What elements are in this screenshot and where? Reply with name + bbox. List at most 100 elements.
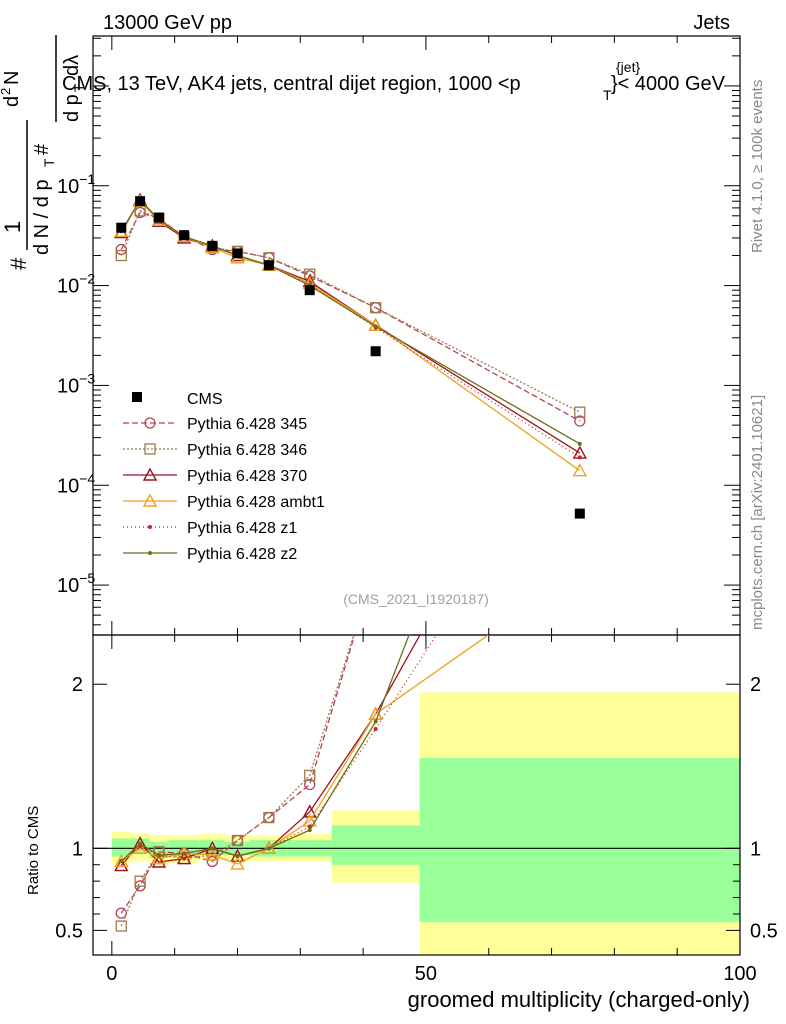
y-tick-label: 10−4: [57, 470, 95, 497]
ratio-point: [371, 560, 381, 570]
rivet-label: Rivet 4.1.0, ≥ 100k events: [749, 80, 766, 253]
ratio-line: [120, 635, 490, 865]
ratio-point: [205, 840, 220, 855]
ratio-point: [578, 190, 582, 194]
ratio-point: [304, 769, 316, 782]
y-tick-label: 10−5: [57, 570, 95, 597]
ratio-point: [210, 846, 215, 851]
ratio-line: [120, 635, 410, 862]
ratio-panel: 0 50 100 0.5 0.5 1 1 2 2: [55, 36, 778, 985]
ratio-y-tick-label: 0.5: [55, 920, 83, 942]
ratio-frame: [92, 634, 741, 956]
ratio-y-axis-label: Ratio to CMS: [25, 806, 42, 895]
y-tick-label: 10−2: [57, 271, 95, 298]
legend-label: Pythia 6.428 345: [187, 416, 307, 433]
series-point: [574, 415, 586, 427]
series-point: [577, 441, 582, 446]
series-line: [120, 210, 581, 413]
cms-point: [207, 240, 218, 251]
ratio-point: [205, 847, 220, 861]
svg-text:2: 2: [0, 88, 13, 95]
main-y-axis-label: # 1 d N / d p T # d 2 N d p T dλ: [0, 35, 87, 270]
svg-text:dλ: dλ: [61, 55, 83, 76]
legend-marker: [142, 467, 158, 481]
cms-data: [116, 196, 585, 519]
ratio-point: [371, 560, 381, 570]
legend-marker: [144, 443, 156, 455]
series-line: [120, 198, 581, 445]
ratio-point: [261, 840, 277, 855]
ratio-point: [151, 851, 167, 865]
ratio-point: [304, 778, 316, 791]
ratio-point: [235, 854, 240, 859]
legend-marker: [148, 525, 152, 529]
svg-text:d p: d p: [61, 94, 83, 122]
x-tick-label: 0: [106, 963, 117, 985]
ratio-line: [120, 635, 355, 927]
series-point: [370, 302, 382, 314]
legend-marker: [148, 551, 152, 555]
ratio-point: [206, 855, 218, 868]
ratio-point: [307, 828, 312, 833]
ratio-point: [574, 565, 586, 576]
ratio-point: [231, 834, 244, 847]
cms-point: [574, 508, 585, 519]
cms-point: [179, 230, 190, 241]
series-line: [120, 211, 581, 422]
ratio-point: [119, 859, 124, 864]
svg-text:T: T: [41, 158, 57, 167]
band-inner: [331, 825, 420, 865]
ratio-point: [263, 811, 275, 824]
analysis-watermark: (CMS_2021_I1920187): [343, 591, 489, 607]
legend-cms-label: CMS: [187, 391, 223, 408]
ratio-point: [151, 854, 167, 868]
ratio-point: [156, 853, 161, 858]
legend-label: Pythia 6.428 z1: [187, 520, 297, 537]
cms-point: [135, 196, 146, 207]
y-tick-label: 10−3: [57, 370, 95, 397]
svg-text:1: 1: [0, 221, 25, 233]
series-point: [574, 406, 586, 418]
svg-text:d N / d p: d N / d p: [31, 179, 53, 255]
ratio-y-tick-label: 1: [72, 838, 83, 860]
ratio-y-tick-label-right: 1: [750, 838, 761, 860]
ratio-point: [138, 841, 143, 846]
mcplots-label: mcplots.cern.ch [arXiv:2401.10621]: [749, 395, 766, 630]
ratio-point: [115, 920, 127, 932]
title-sup: {jet}: [616, 59, 640, 75]
legend-label: Pythia 6.428 346: [187, 442, 307, 459]
x-tick-label: 100: [723, 963, 756, 985]
cms-point: [116, 222, 127, 233]
category-label: Jets: [693, 12, 730, 34]
y-tick-label: 10−1: [57, 171, 95, 198]
x-axis-label: groomed multiplicity (charged-only): [408, 987, 750, 1012]
cms-point: [304, 285, 315, 296]
ratio-point: [373, 719, 378, 724]
ratio-point: [230, 856, 245, 870]
series-line: [120, 200, 581, 472]
legend-marker: [144, 417, 156, 429]
ratio-line: [120, 635, 438, 862]
ratio-point: [574, 344, 586, 355]
series-point: [577, 455, 582, 460]
plot-title: CMS, 13 TeV, AK4 jets, central dijet reg…: [62, 59, 726, 103]
legend-cms-marker: [132, 392, 142, 402]
ratio-point: [182, 856, 187, 861]
svg-text:#: #: [6, 257, 31, 270]
cms-point: [232, 248, 243, 259]
ratio-point: [266, 846, 271, 851]
cms-point: [370, 346, 381, 357]
ratio-point: [134, 875, 146, 887]
svg-text:#: #: [31, 143, 53, 155]
band-inner: [111, 838, 131, 857]
ratio-point: [114, 853, 129, 867]
series-point: [373, 324, 378, 329]
legend-label: Pythia 6.428 ambt1: [187, 494, 325, 511]
ratio-point: [114, 858, 129, 872]
energy-label: 13000 GeV pp: [103, 12, 232, 34]
series-point: [115, 249, 127, 262]
x-tick-label: 50: [415, 963, 437, 985]
svg-text:T: T: [71, 83, 87, 92]
series-point: [304, 268, 316, 280]
